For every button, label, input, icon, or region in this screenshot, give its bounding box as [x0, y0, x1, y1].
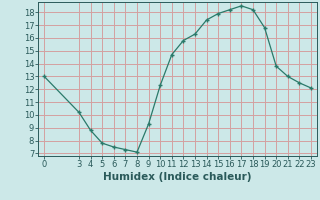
X-axis label: Humidex (Indice chaleur): Humidex (Indice chaleur)	[103, 172, 252, 182]
